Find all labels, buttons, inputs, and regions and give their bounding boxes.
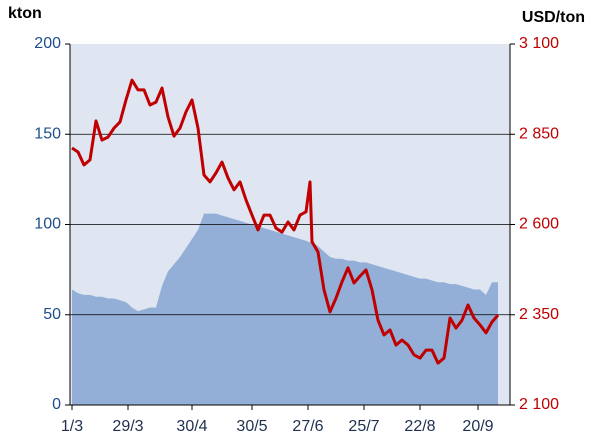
x-tick-label: 20/9 [462, 418, 493, 435]
y-axis-label: kton [8, 5, 42, 22]
area [72, 213, 498, 405]
y2-tick-label: 3 100 [519, 35, 559, 52]
y-tick-label: 200 [34, 35, 61, 52]
y-tick-label: 150 [34, 125, 61, 142]
y2-tick-label: 2 600 [519, 216, 559, 233]
y2-tick-label: 2 100 [519, 396, 559, 413]
x-tick-label: 22/8 [404, 418, 435, 435]
x-tick-label: 1/3 [61, 418, 83, 435]
y-tick-label: 100 [34, 216, 61, 233]
y2-tick-label: 2 350 [519, 306, 559, 323]
line [71, 78, 500, 365]
y-tick-label: 50 [43, 306, 61, 323]
x-tick-label: 30/5 [236, 418, 267, 435]
x-tick-label: 29/3 [112, 418, 143, 435]
y-tick-label: 0 [52, 396, 61, 413]
y2-axis-label: USD/ton [522, 9, 585, 26]
x-tick-label: 27/6 [292, 418, 323, 435]
x-tick-label: 25/7 [348, 418, 379, 435]
x-tick-label: 30/4 [176, 418, 207, 435]
y2-tick-label: 2 850 [519, 125, 559, 142]
